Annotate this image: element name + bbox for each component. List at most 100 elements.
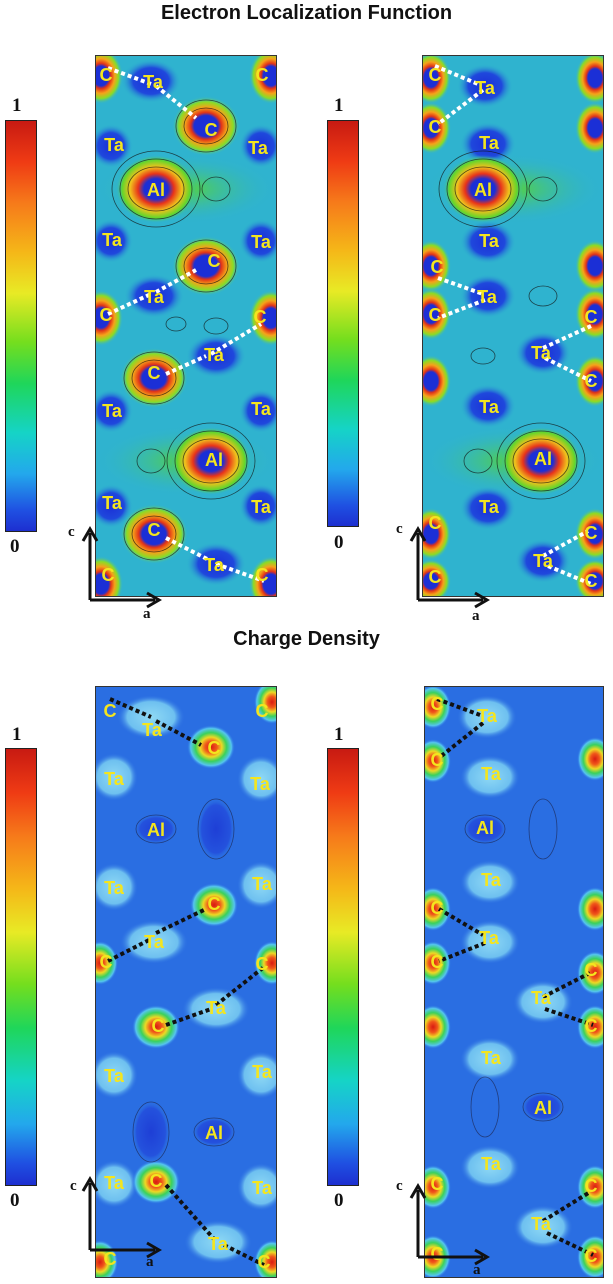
atom-label-c: C [429,567,442,587]
atom-label-c: C [431,952,444,972]
elf-right-panel: C Ta C Ta Al Ta C Ta C C Ta C Ta Al Ta C… [422,55,604,597]
atom-label-c: C [100,952,113,972]
atom-label-c: C [585,960,598,980]
charge-left-colorbar-max: 1 [12,724,22,745]
charge-left-axis-c: c [70,1178,77,1194]
atom-label-ta: Ta [252,1062,273,1082]
elf-left-panel: C Ta C C Ta Ta Al Ta Ta C Ta C C Ta C Ta… [95,55,277,597]
atom-label-ta: Ta [104,878,125,898]
atom-label-ta: Ta [102,230,123,250]
atom-label-al: Al [205,450,223,470]
atom-label-ta: Ta [248,138,269,158]
charge-left-map: C Ta C C Ta Ta Al Ta Ta C Ta C C Ta C Ta… [96,687,276,1277]
atom-label-ta: Ta [142,720,163,740]
atom-label-ta: Ta [204,345,225,365]
atom-label-ta: Ta [479,928,500,948]
atom-label-c: C [585,1176,598,1196]
atom-label-ta: Ta [475,78,496,98]
atom-label-c: C [431,257,444,277]
atom-label-c: C [104,1249,117,1269]
charge-right-axis-c: c [396,1178,403,1194]
atom-label-c: C [256,954,269,974]
atom-label-c: C [104,701,117,721]
atom-label-c: C [431,750,444,770]
charge-right-panel: C Ta C Ta Al Ta C Ta C C Ta C Ta Al Ta C… [424,686,604,1278]
atom-label-c: C [585,307,598,327]
atom-label-ta: Ta [208,1234,229,1254]
atom-label-c: C [208,894,221,914]
atom-label-ta: Ta [102,493,123,513]
atom-label-ta: Ta [481,870,502,890]
atom-label-ta: Ta [104,135,125,155]
atom-label-ta: Ta [252,874,273,894]
charge-right-map: C Ta C Ta Al Ta C Ta C C Ta C Ta Al Ta C… [425,687,603,1277]
atom-label-ta: Ta [102,401,123,421]
charge-right-axis-a: a [473,1262,481,1278]
atom-label-ta: Ta [144,287,165,307]
elf-right-axes [409,526,490,609]
atom-label-c: C [429,65,442,85]
atom-label-ta: Ta [144,932,165,952]
atom-label-ta: Ta [531,988,552,1008]
elf-right-colorbar-max: 1 [334,95,344,116]
atom-label-ta: Ta [104,769,125,789]
atom-label-ta: Ta [104,1066,125,1086]
atom-label-ta: Ta [251,399,272,419]
atom-label-c: C [256,701,269,721]
atom-label-ta: Ta [250,774,271,794]
atom-label-c: C [429,513,442,533]
elf-left-map: C Ta C C Ta Ta Al Ta Ta C Ta C C Ta C Ta… [96,56,276,596]
charge-left-colorbar [5,748,37,1186]
atom-label-c: C [585,571,598,591]
atom-label-ta: Ta [479,497,500,517]
atom-label-c: C [585,523,598,543]
atom-label-ta: Ta [206,998,227,1018]
atom-label-ta: Ta [533,551,554,571]
charge-section-title: Charge Density [233,628,380,650]
atom-label-al: Al [476,818,494,838]
atom-label-c: C [256,65,269,85]
atom-label-ta: Ta [104,1173,125,1193]
elf-left-axis-c: c [68,524,75,540]
elf-left-axes [81,526,162,609]
atom-label-c: C [100,305,113,325]
atom-label-c: C [429,117,442,137]
atom-label-c: C [100,65,113,85]
charge-right-colorbar-max: 1 [334,724,344,745]
atom-label-ta: Ta [531,343,552,363]
atom-label-c: C [152,1016,165,1036]
atom-label-al: Al [474,180,492,200]
atom-label-c: C [150,1171,163,1191]
atom-label-ta: Ta [204,555,225,575]
atom-label-ta: Ta [481,1048,502,1068]
elf-left-colorbar-min: 0 [10,536,20,557]
charge-left-panel: C Ta C C Ta Ta Al Ta Ta C Ta C C Ta C Ta… [95,686,277,1278]
atom-label-c: C [585,1246,598,1266]
charge-left-axes [81,1176,162,1259]
atom-label-ta: Ta [477,706,498,726]
charge-right-colorbar [327,748,359,1186]
atom-label-c: C [431,1244,444,1264]
atom-label-ta: Ta [251,497,272,517]
elf-right-colorbar [327,120,359,527]
atom-label-c: C [102,565,115,585]
atom-label-ta: Ta [481,1154,502,1174]
elf-left-axis-a: a [143,606,151,622]
atom-label-ta: Ta [481,764,502,784]
elf-right-axis-a: a [472,608,480,624]
atom-label-ta: Ta [252,1178,273,1198]
atom-label-c: C [585,1016,598,1036]
elf-right-axis-c: c [396,521,403,537]
elf-right-colorbar-min: 0 [334,532,344,553]
atom-label-c: C [429,305,442,325]
elf-right-map: C Ta C Ta Al Ta C Ta C C Ta C Ta Al Ta C… [423,56,603,596]
atom-label-ta: Ta [531,1214,552,1234]
atom-label-c: C [205,120,218,140]
atom-label-c: C [254,307,267,327]
atom-label-ta: Ta [479,231,500,251]
atom-label-c: C [431,1174,444,1194]
elf-left-colorbar [5,120,37,532]
charge-right-axes [409,1183,490,1266]
atom-label-al: Al [147,820,165,840]
atom-label-c: C [258,1252,271,1272]
